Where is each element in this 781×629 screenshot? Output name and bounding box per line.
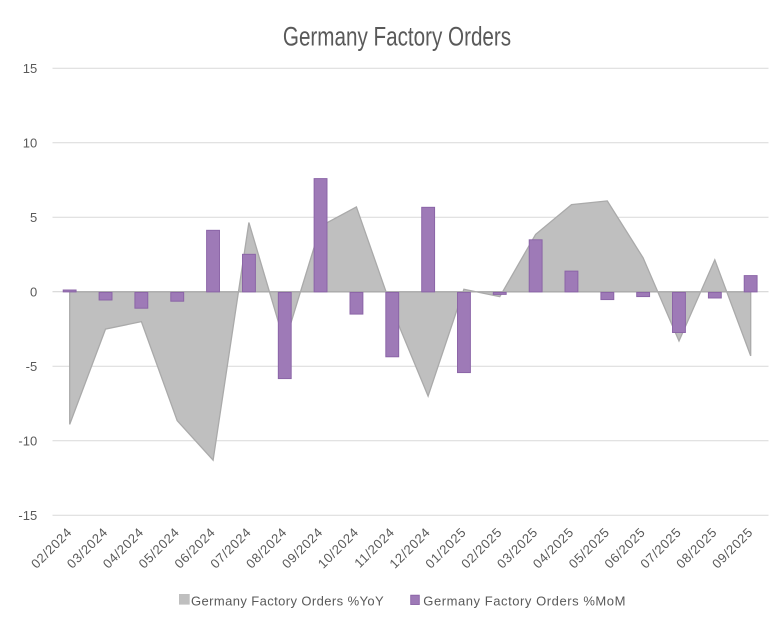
svg-text:0: 0 — [30, 284, 37, 299]
svg-text:Germany Factory Orders %MoM: Germany Factory Orders %MoM — [423, 593, 626, 608]
svg-text:10: 10 — [23, 135, 37, 150]
svg-text:5: 5 — [30, 210, 37, 225]
svg-text:15: 15 — [23, 61, 37, 76]
svg-text:Germany Factory Orders %YoY: Germany Factory Orders %YoY — [191, 593, 384, 608]
svg-text:-15: -15 — [18, 508, 37, 523]
svg-text:-5: -5 — [26, 359, 38, 374]
svg-text:-10: -10 — [18, 433, 37, 448]
svg-text:Germany Factory Orders: Germany Factory Orders — [283, 22, 511, 52]
